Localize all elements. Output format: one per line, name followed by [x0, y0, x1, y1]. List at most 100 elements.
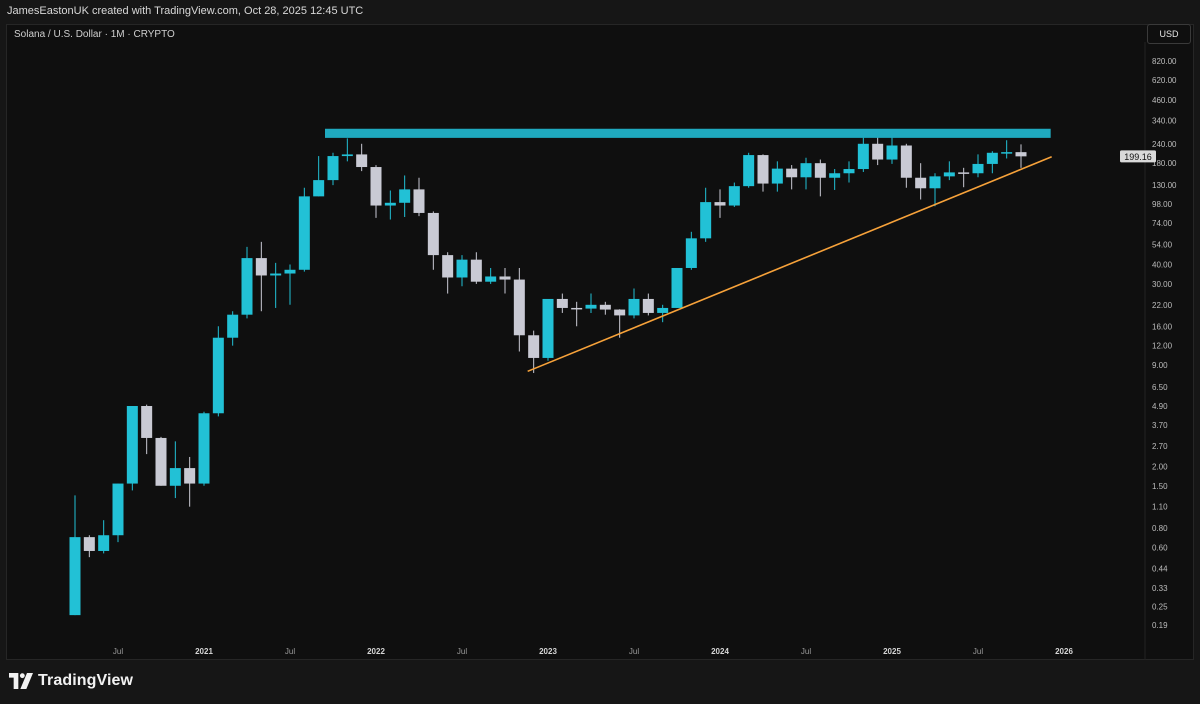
y-tick-label: 12.00 [1152, 342, 1173, 351]
candle [700, 187, 712, 242]
candle [98, 520, 110, 554]
candle-body [728, 186, 740, 206]
candle-body [198, 413, 210, 484]
candle [943, 161, 955, 181]
candle-body [98, 535, 110, 551]
candle-body [227, 314, 239, 338]
candle-body [671, 267, 683, 308]
currency-button[interactable]: USD [1147, 24, 1191, 44]
candle-body [685, 238, 697, 268]
candle [413, 177, 425, 217]
candle-body [184, 468, 196, 484]
candle [771, 161, 783, 192]
x-tick-label: 2021 [195, 647, 213, 656]
candle-body [284, 269, 296, 274]
x-tick-label: Jul [801, 647, 811, 656]
candle [456, 255, 468, 287]
candle-body [599, 304, 611, 310]
y-tick-label: 340.00 [1152, 116, 1177, 125]
attribution-text: JamesEastonUK created with TradingView.c… [7, 5, 364, 17]
tradingview-logo-icon [9, 673, 33, 689]
candle-body [614, 309, 626, 316]
candle [69, 495, 81, 616]
candle [184, 456, 196, 507]
candle-body [528, 335, 540, 358]
y-tick-label: 820.00 [1152, 57, 1177, 66]
candle [671, 267, 683, 308]
candle-body [413, 189, 425, 213]
y-tick-label: 40.00 [1152, 261, 1173, 270]
candle-body [986, 152, 998, 164]
candle [843, 161, 855, 183]
candle [829, 169, 841, 190]
candle [800, 157, 812, 190]
candle-body [771, 168, 783, 184]
y-tick-label: 30.00 [1152, 280, 1173, 289]
candle [270, 262, 282, 308]
candle [169, 441, 181, 499]
candle [556, 293, 568, 313]
candle-body [356, 154, 368, 168]
candle [657, 304, 669, 323]
candle-body [298, 196, 310, 270]
candle-body [126, 406, 138, 484]
candle [499, 267, 511, 294]
candle-body [399, 189, 411, 203]
candle [528, 330, 540, 373]
candle [857, 137, 869, 172]
price-axis[interactable]: 820.00 620.00 460.00 340.00 240.00 180.00 130.… [1152, 57, 1177, 630]
x-tick-label: Jul [629, 647, 639, 656]
candle-body [943, 172, 955, 177]
current-price-text: 199.16 [1124, 152, 1152, 162]
symbol-title[interactable]: Solana / U.S. Dollar · 1M · CRYPTO [14, 29, 175, 40]
candle-body [757, 155, 769, 184]
candle-body [585, 304, 597, 309]
candle-body [442, 255, 454, 278]
candle-body [155, 437, 167, 486]
candle [915, 163, 927, 200]
candle [356, 143, 368, 172]
tradingview-logo[interactable]: TradingView [9, 672, 133, 690]
candle-body [929, 176, 941, 189]
candle [714, 189, 726, 218]
candle [599, 301, 611, 315]
candle-body [814, 163, 826, 178]
candle [212, 326, 224, 417]
y-tick-label: 4.90 [1152, 402, 1168, 411]
y-tick-label: 460.00 [1152, 96, 1177, 105]
candle-body [642, 298, 654, 313]
candle [313, 156, 325, 197]
candle-body [327, 156, 339, 181]
candles-group [69, 129, 1027, 616]
candle [284, 264, 296, 305]
current-price-label: 199.16 [1120, 150, 1156, 163]
candle [1001, 140, 1013, 159]
candle-body [700, 202, 712, 239]
time-axis[interactable]: Jul 2021 Jul 2022 Jul 2023 Jul 2024 Jul 2025 Jul 20… [113, 647, 1074, 656]
candle-body [169, 468, 181, 486]
ascending-trendline[interactable] [527, 156, 1052, 373]
candle [327, 152, 339, 186]
candle-body [571, 307, 583, 310]
candle-body [743, 155, 755, 187]
candle [83, 535, 95, 558]
resistance-zone[interactable] [325, 128, 1051, 138]
x-tick-label: 2026 [1055, 647, 1073, 656]
candle-body [427, 212, 439, 256]
candle [112, 483, 124, 543]
candle [442, 252, 454, 294]
candle-body [241, 258, 253, 315]
drawings-group [325, 128, 1052, 373]
candle [728, 182, 740, 207]
y-tick-label: 240.00 [1152, 140, 1177, 149]
candle-body [886, 145, 898, 160]
candle-body [714, 202, 726, 206]
candle-body [915, 177, 927, 189]
candle-body [341, 154, 353, 157]
candle [427, 211, 439, 270]
y-tick-label: 0.19 [1152, 621, 1168, 630]
candle [399, 175, 411, 217]
candle [585, 293, 597, 313]
candle-body [513, 279, 525, 336]
